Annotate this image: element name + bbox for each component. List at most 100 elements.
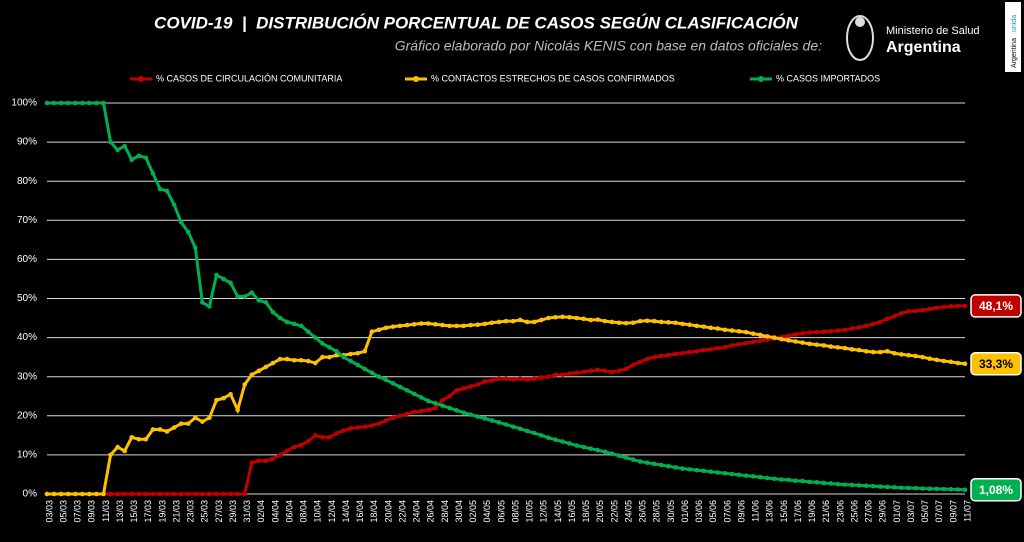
point [510,377,516,382]
point [207,491,212,497]
point [637,459,643,464]
point [524,319,530,325]
point [320,435,325,440]
point [729,471,735,477]
point [263,364,269,370]
point [207,415,212,421]
point [920,354,925,360]
legend-label: % CASOS IMPORTADOS [776,73,880,83]
point [242,491,248,497]
x-tick-label: 25/03 [200,500,210,523]
x-tick-label: 02/05 [468,500,478,523]
point [651,318,657,324]
point [948,304,954,309]
point [807,479,812,485]
point [644,460,650,466]
x-tick-label: 05/07 [920,500,930,523]
point [546,315,551,321]
point [680,350,685,356]
point [687,322,692,327]
point [362,348,368,354]
x-tick-label: 21/03 [171,500,181,523]
point [567,371,572,376]
point [291,357,297,363]
point [411,322,417,327]
point [341,354,346,360]
point [574,443,579,448]
point [722,327,728,333]
legend-marker [138,76,144,82]
point [426,407,431,413]
point [722,345,728,350]
point [510,318,516,324]
y-tick-label: 30% [17,371,37,382]
point [546,435,551,440]
x-tick-label: 15/03 [129,500,139,523]
point [849,326,855,331]
point [390,324,396,329]
x-tick-label: 06/05 [496,500,506,523]
badge: Argentina unida [1005,2,1021,72]
x-tick-label: 07/07 [934,500,944,523]
point [362,366,368,372]
point [786,338,791,343]
point [355,425,361,430]
x-tick-label: 19/03 [157,500,167,523]
point [800,478,805,484]
point [72,100,78,106]
x-tick-label: 05/03 [58,500,68,523]
point [750,339,756,345]
series [44,100,968,493]
point [715,470,721,475]
point [743,329,749,335]
y-tick-label: 40% [17,332,37,343]
x-tick-label: 25/06 [849,500,859,523]
point [736,341,742,347]
x-tick-label: 29/06 [878,500,888,523]
point [164,429,170,434]
point [404,388,410,393]
point [715,345,721,351]
point [51,100,57,106]
x-tick-label: 27/06 [864,500,874,523]
point [503,376,509,381]
point [637,318,643,324]
point [433,322,438,327]
x-tick-label: 08/05 [510,500,520,523]
point [468,322,473,328]
point [821,480,827,486]
point [426,321,431,326]
point [65,100,71,106]
point [856,483,862,488]
point [327,435,332,440]
x-tick-label: 02/04 [256,500,266,523]
point [828,344,834,349]
point [461,410,466,415]
point [630,320,636,326]
point [807,341,812,347]
point [383,325,389,331]
point [800,330,805,336]
point [701,324,707,329]
point [842,345,848,351]
point [143,155,149,161]
point [870,349,876,355]
point [814,329,820,335]
point [786,477,791,483]
point [369,423,375,428]
point [305,438,311,444]
point [256,368,262,374]
point [588,317,594,323]
point [129,157,135,162]
point [348,358,353,364]
x-tick-label: 04/04 [270,500,280,523]
value-label-box [970,352,1022,376]
point [779,477,784,482]
point [757,474,763,480]
point [553,314,558,320]
point [863,483,869,489]
point [609,319,615,325]
point [962,303,968,309]
x-tick-label: 03/07 [906,500,916,523]
point [553,437,558,442]
